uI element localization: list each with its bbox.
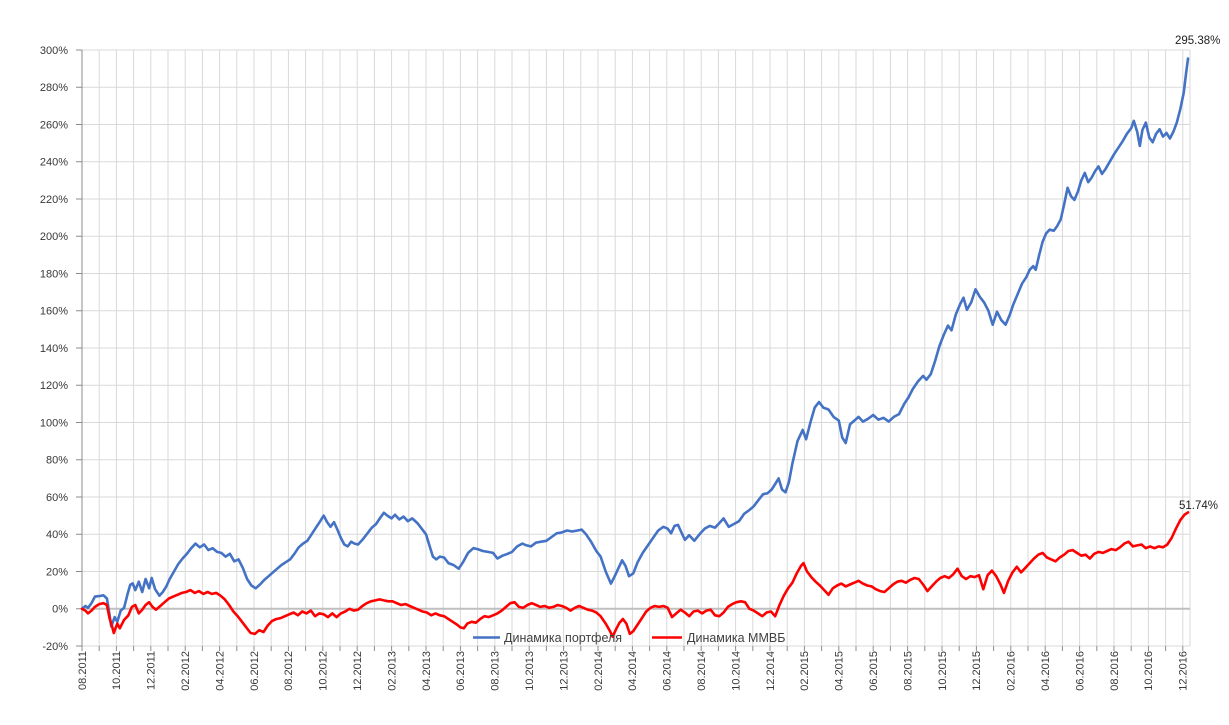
x-tick-label: 12.2011 xyxy=(146,651,158,690)
x-tick-label: 08.2015 xyxy=(902,651,914,691)
x-tick-label: 12.2012 xyxy=(352,651,364,691)
x-tick-label: 06.2015 xyxy=(868,651,880,691)
x-tick-label: 10.2011 xyxy=(111,651,123,690)
y-tick-label: 260% xyxy=(40,119,68,131)
x-tick-label: 10.2016 xyxy=(1143,651,1155,691)
x-tick-label: 12.2014 xyxy=(765,651,777,691)
x-tick-label: 02.2014 xyxy=(593,651,605,691)
y-tick-label: -20% xyxy=(42,641,68,653)
x-tick-label: 10.2012 xyxy=(318,651,330,691)
x-tick-label: 04.2016 xyxy=(1040,651,1052,691)
x-tick-label: 06.2012 xyxy=(249,651,261,691)
legend: Динамика портфеля Динамика ММВБ xyxy=(473,631,785,645)
x-tick-label: 08.2011 xyxy=(77,651,89,690)
y-tick-label: 100% xyxy=(40,417,68,429)
series-end-label-micex: 51.74% xyxy=(1179,500,1218,512)
series-end-label-portfolio: 295.38% xyxy=(1175,35,1220,47)
x-tick-label: 08.2016 xyxy=(1109,651,1121,691)
y-tick-label: 240% xyxy=(40,157,68,169)
y-tick-label: 220% xyxy=(40,194,68,206)
series-line-micex xyxy=(80,511,1190,638)
plot-area: -20% 0% 20% 40% 60% 80% 100% 120% 140% 160% 180% 20… xyxy=(40,45,1191,691)
y-tick-label: 300% xyxy=(40,45,68,57)
x-tick-label: 06.2016 xyxy=(1074,651,1086,691)
x-tick-label: 10.2013 xyxy=(524,651,536,691)
y-tick-label: 120% xyxy=(40,380,68,392)
x-tick-label: 02.2015 xyxy=(799,651,811,691)
y-tick-label: 180% xyxy=(40,268,68,280)
x-tick-label: 08.2012 xyxy=(283,651,295,691)
y-tick-label: 280% xyxy=(40,82,68,94)
x-tick-label: 10.2014 xyxy=(730,651,742,691)
x-tick-label: 10.2015 xyxy=(937,651,949,691)
y-tick-label: 20% xyxy=(46,566,68,578)
x-tick-label: 08.2014 xyxy=(696,651,708,691)
legend-label-portfolio: Динамика портфеля xyxy=(504,631,622,645)
x-tick-label: 12.2013 xyxy=(558,651,570,691)
y-tick-label: 60% xyxy=(46,492,68,504)
x-tick-label: 02.2012 xyxy=(180,651,192,691)
x-tick-label: 06.2014 xyxy=(662,651,674,691)
x-tick-label: 04.2012 xyxy=(214,651,226,691)
x-tick-label: 08.2013 xyxy=(490,651,502,691)
series-line-portfolio xyxy=(80,57,1190,628)
legend-label-micex: Динамика ММВБ xyxy=(687,631,785,645)
x-tick-label: 04.2014 xyxy=(627,651,639,691)
x-tick-label: 12.2016 xyxy=(1178,651,1190,691)
x-tick-label: 02.2013 xyxy=(386,651,398,691)
y-tick-label: 160% xyxy=(40,306,68,318)
x-tick-label: 04.2015 xyxy=(834,651,846,691)
x-tick-label: 12.2015 xyxy=(971,651,983,691)
y-tick-label: 0% xyxy=(52,604,68,616)
y-tick-label: 40% xyxy=(46,529,68,541)
y-tick-label: 140% xyxy=(40,343,68,355)
y-tick-label: 200% xyxy=(40,231,68,243)
x-tick-label: 06.2013 xyxy=(455,651,467,691)
x-tick-label: 04.2013 xyxy=(421,651,433,691)
x-tick-label: 02.2016 xyxy=(1006,651,1018,691)
y-tick-label: 80% xyxy=(46,455,68,467)
